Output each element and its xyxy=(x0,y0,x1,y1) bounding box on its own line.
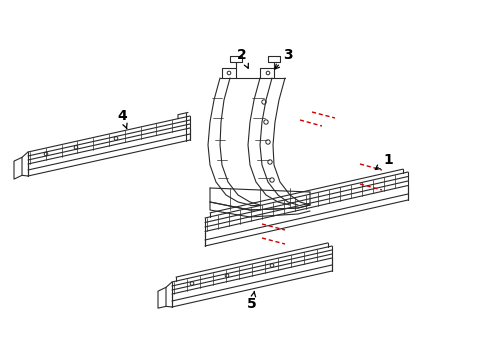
Text: 5: 5 xyxy=(246,291,256,311)
Text: 3: 3 xyxy=(274,48,292,69)
Text: 1: 1 xyxy=(375,153,392,170)
Text: 4: 4 xyxy=(117,109,127,129)
Text: 2: 2 xyxy=(237,48,248,68)
